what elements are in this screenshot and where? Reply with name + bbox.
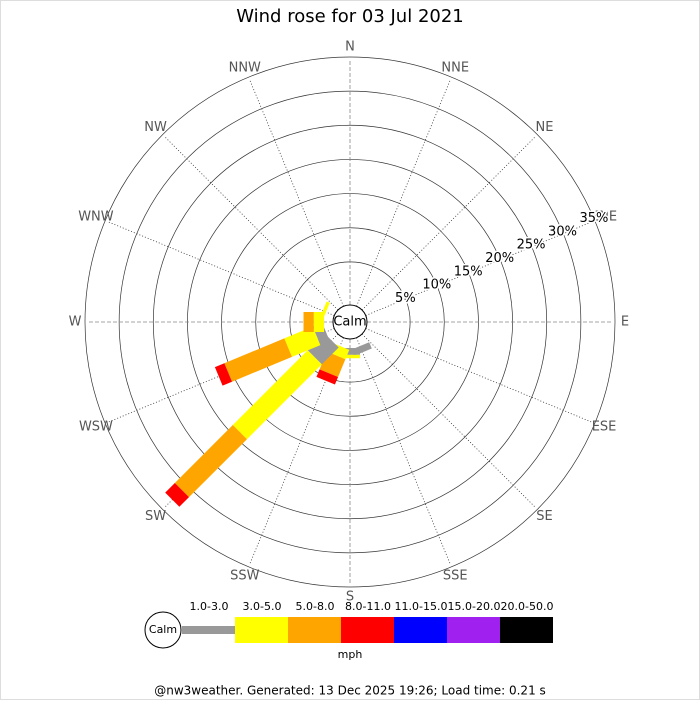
- direction-label: SSE: [443, 569, 468, 584]
- bar-segment: [165, 482, 190, 507]
- grid-ring: [152, 124, 548, 520]
- direction-label: S: [346, 590, 354, 605]
- legend-swatch: [447, 617, 500, 643]
- legend-swatch: [182, 626, 235, 634]
- direction-label: E: [621, 315, 629, 330]
- bar-segment: [340, 348, 360, 355]
- bar-segment: [284, 326, 321, 357]
- legend-swatch: [394, 617, 447, 643]
- legend-swatch: [341, 617, 394, 643]
- ring-label: 15%: [454, 264, 483, 279]
- direction-label: ENE: [591, 209, 617, 224]
- direction-spoke: [248, 337, 344, 566]
- legend-label: 11.0-15.0: [395, 600, 448, 613]
- direction-label: SW: [145, 509, 166, 524]
- bar-segment: [224, 338, 292, 382]
- direction-label: ESE: [592, 420, 617, 435]
- direction-label: NE: [535, 120, 553, 135]
- bar-segment: [340, 354, 360, 359]
- ring-label: 10%: [422, 278, 451, 293]
- bar-segment: [316, 369, 339, 385]
- legend-label: 15.0-20.0: [448, 600, 501, 613]
- bar-segment: [307, 333, 339, 365]
- legend-label: 5.0-8.0: [296, 600, 335, 613]
- direction-spoke: [356, 78, 452, 307]
- direction-spoke: [163, 135, 339, 311]
- direction-spoke: [365, 328, 594, 424]
- legend-swatch: [500, 617, 553, 643]
- legend-swatch: [288, 617, 341, 643]
- direction-spoke: [248, 78, 344, 307]
- direction-label: NNW: [229, 60, 261, 75]
- direction-spoke: [361, 135, 537, 311]
- direction-label: SSW: [230, 569, 260, 584]
- bar-segment: [303, 312, 314, 332]
- direction-spoke: [356, 337, 452, 566]
- bar-segment: [214, 363, 233, 386]
- direction-label: WSW: [79, 420, 113, 435]
- legend-label: 3.0-5.0: [243, 600, 282, 613]
- direction-label: WNW: [78, 209, 114, 224]
- legend-label: 1.0-3.0: [190, 600, 229, 613]
- grid-ring: [255, 227, 445, 417]
- direction-label: NW: [144, 120, 167, 135]
- calm-circle: [332, 304, 368, 340]
- ring-label: 35%: [579, 211, 608, 226]
- direction-label: NNE: [441, 60, 469, 75]
- direction-spoke: [365, 220, 594, 316]
- direction-spoke: [361, 333, 537, 509]
- legend-label: 8.0-11.0: [345, 600, 391, 613]
- ring-label: 25%: [517, 238, 546, 253]
- legend-unit: mph: [338, 648, 363, 661]
- direction-label: SE: [536, 509, 552, 524]
- footer: @nw3weather. Generated: 13 Dec 2025 19:2…: [154, 684, 546, 698]
- bar-segment: [318, 301, 330, 322]
- legend-label: 20.0-50.0: [501, 600, 554, 613]
- ring-label: 20%: [485, 251, 514, 266]
- legend-calm-label: Calm: [149, 623, 177, 636]
- direction-label: W: [69, 315, 82, 330]
- direction-label: N: [345, 40, 355, 55]
- ring-label: 30%: [548, 224, 577, 239]
- direction-spoke: [106, 220, 335, 316]
- calm-label: Calm: [333, 315, 366, 330]
- grid-ring: [84, 56, 616, 588]
- legend-calm-circle: [144, 611, 182, 649]
- ring-label: 5%: [395, 291, 416, 306]
- bar-segment: [232, 350, 322, 440]
- chart-title: Wind rose for 03 Jul 2021: [236, 6, 464, 27]
- bar-segment: [174, 425, 247, 498]
- legend-swatch: [235, 617, 288, 643]
